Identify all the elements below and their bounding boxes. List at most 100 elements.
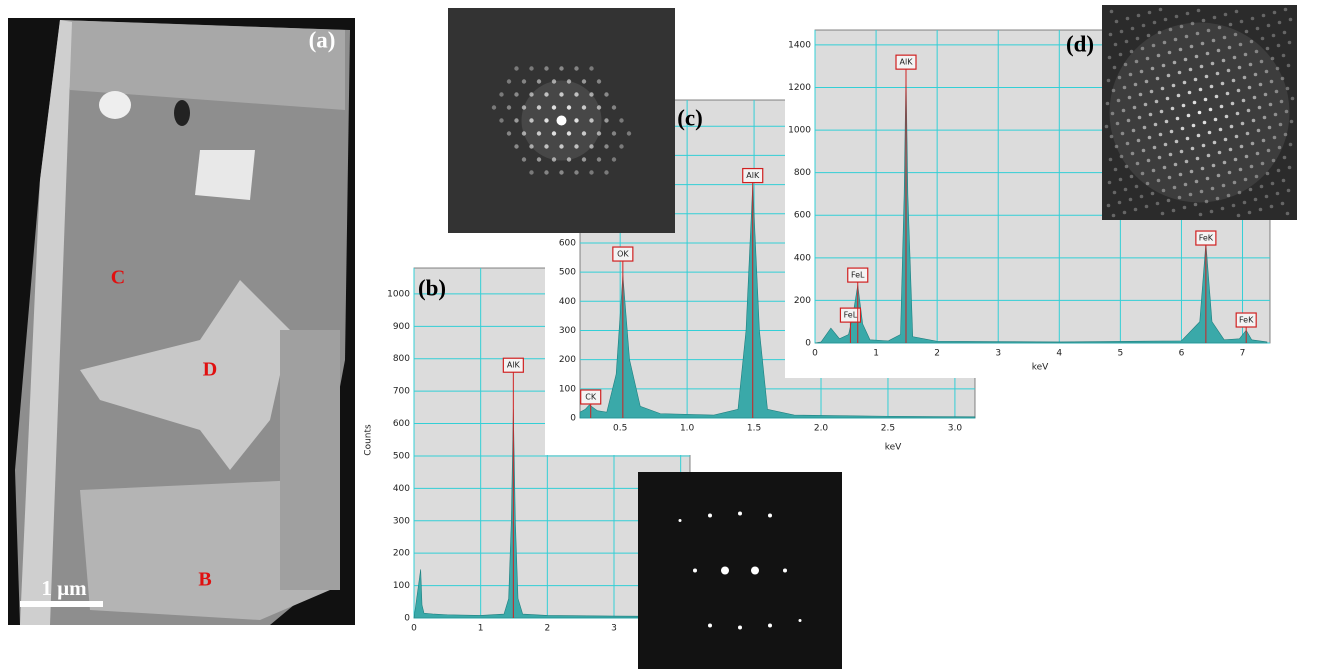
diffraction-spot xyxy=(1114,168,1118,172)
diffraction-spot xyxy=(1129,198,1133,202)
diffraction-spot xyxy=(1157,179,1161,183)
diffraction-spot xyxy=(559,92,563,96)
diffraction-spot xyxy=(1106,102,1110,106)
diffraction-spot xyxy=(1183,206,1187,210)
diffraction-spot xyxy=(1221,207,1225,211)
diffraction-spot xyxy=(1143,126,1147,130)
diffraction-spot xyxy=(604,118,608,122)
diffraction-spot xyxy=(627,131,631,135)
y-axis-label: Counts xyxy=(364,424,374,456)
diffraction-spot xyxy=(1274,113,1278,117)
diffraction-spot xyxy=(1266,172,1270,176)
diffraction-spot xyxy=(1217,174,1221,178)
y-tick-label: 800 xyxy=(393,354,410,364)
diffraction-spot xyxy=(1174,38,1178,42)
diffraction-spot xyxy=(1187,114,1191,118)
diffraction-spot xyxy=(1131,152,1135,156)
diffraction-spot xyxy=(499,118,503,122)
diffraction-spot xyxy=(1149,113,1153,117)
diffraction-spot xyxy=(1227,194,1231,198)
diffraction-spot xyxy=(1237,89,1241,93)
diffraction-spot xyxy=(1189,193,1193,197)
diffraction-spot xyxy=(1260,185,1264,189)
diffraction-spot xyxy=(1201,167,1205,171)
diffraction-spot xyxy=(552,131,556,135)
diffraction-spot xyxy=(589,170,593,174)
diffraction-spot xyxy=(693,569,697,573)
diffraction-spot xyxy=(1212,39,1216,43)
diffraction-spot xyxy=(574,170,578,174)
diffraction-spot xyxy=(1125,165,1129,169)
diffraction-spot xyxy=(1222,184,1226,188)
diffraction-spot xyxy=(1197,9,1201,13)
diffraction-spot xyxy=(1199,213,1203,217)
diffraction-spot xyxy=(597,105,601,109)
peak-label: CK xyxy=(585,392,597,401)
diffraction-spot xyxy=(567,105,571,109)
diffraction-spot xyxy=(1153,21,1157,25)
diffraction-spot xyxy=(1134,208,1138,212)
diffraction-spot xyxy=(1256,27,1260,31)
diffraction-spot xyxy=(1283,156,1287,160)
diffraction-spot xyxy=(612,131,616,135)
diffraction-spot xyxy=(1129,73,1133,77)
diffraction-spot xyxy=(1244,178,1248,182)
diffraction-spot xyxy=(1119,178,1123,182)
diffraction-spot xyxy=(604,144,608,148)
diffraction-spot xyxy=(1113,191,1117,195)
diffraction-spot xyxy=(604,170,608,174)
x-tick-label: 2.0 xyxy=(814,424,829,434)
diffraction-spot xyxy=(522,79,526,83)
diffraction-spot xyxy=(1243,201,1247,205)
diffraction-spot xyxy=(589,144,593,148)
diffraction-spot xyxy=(1182,104,1186,108)
diffraction-spot xyxy=(1195,55,1199,59)
diffraction-spot xyxy=(1235,10,1239,14)
diffraction-spot xyxy=(1239,43,1243,47)
diffraction-spot xyxy=(1130,175,1134,179)
diffraction-spot xyxy=(1114,43,1118,47)
diffraction-spot xyxy=(1272,159,1276,163)
diffraction-spot xyxy=(1250,40,1254,44)
diffraction-spot xyxy=(1271,182,1275,186)
x-tick-label: 1.0 xyxy=(680,424,695,434)
diffraction-spot xyxy=(1145,205,1149,209)
y-tick-label: 100 xyxy=(393,581,410,591)
diffraction-spot xyxy=(1116,122,1120,126)
diffraction-spot xyxy=(514,66,518,70)
diffraction-spot xyxy=(1268,126,1272,130)
diffraction-spot xyxy=(1290,120,1294,124)
diffraction-spot xyxy=(1289,143,1293,147)
diffraction-spot xyxy=(612,157,616,161)
diffraction-spot xyxy=(1251,142,1255,146)
y-tick-label: 1000 xyxy=(387,289,410,299)
x-tick-label: 6 xyxy=(1179,349,1185,359)
diffraction-spot xyxy=(1261,37,1265,41)
diffraction-spot xyxy=(1153,146,1157,150)
y-tick-label: 300 xyxy=(393,516,410,526)
region-label: B xyxy=(198,569,211,591)
diffraction-spot xyxy=(529,118,533,122)
diffraction-spot xyxy=(1282,54,1286,58)
diffraction-spot xyxy=(1120,155,1124,159)
peak-label: AlK xyxy=(746,171,760,180)
diffraction-spot xyxy=(1223,161,1227,165)
diffraction-spot xyxy=(1238,66,1242,70)
diffraction-spot xyxy=(1220,105,1224,109)
y-tick-label: 200 xyxy=(393,549,410,559)
diffraction-spot xyxy=(1146,182,1150,186)
x-tick-label: 0.5 xyxy=(613,424,627,434)
diffraction-spot xyxy=(529,170,533,174)
diffraction-spot xyxy=(1158,156,1162,160)
x-tick-label: 1.5 xyxy=(747,424,761,434)
diffraction-pattern xyxy=(448,8,675,233)
diffraction-spot xyxy=(1152,169,1156,173)
diffraction-spot xyxy=(1213,16,1217,20)
diffraction-spot xyxy=(552,79,556,83)
diffraction-spot xyxy=(1213,141,1217,145)
diffraction-spot xyxy=(1209,108,1213,112)
diffraction-spot xyxy=(768,514,772,518)
diffraction-spot xyxy=(1231,102,1235,106)
y-tick-label: 0 xyxy=(805,339,811,349)
diffraction-spot xyxy=(619,144,623,148)
